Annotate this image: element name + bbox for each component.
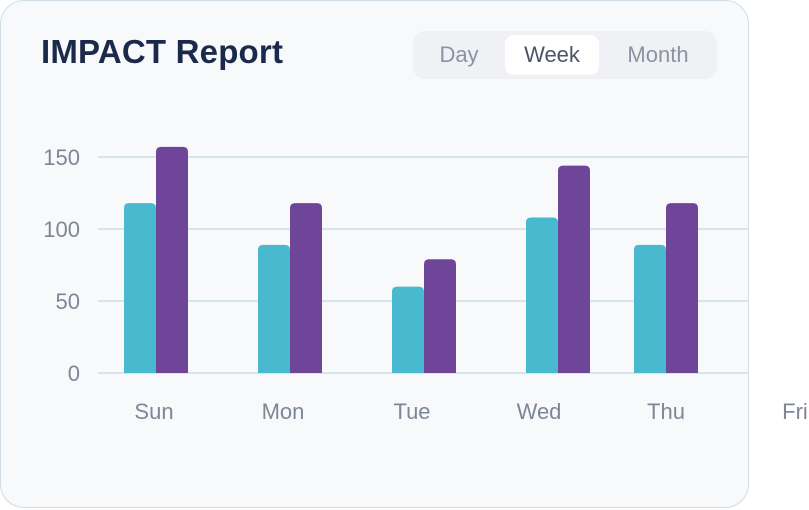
page-title: IMPACT Report xyxy=(41,33,284,70)
bar-wed-series-2 xyxy=(558,165,590,373)
bar-mon-series-2 xyxy=(290,203,322,373)
bar-mon-series-1 xyxy=(258,244,290,373)
x-tick-label: Thu xyxy=(647,399,685,424)
bar-thu-series-2 xyxy=(666,203,698,373)
y-tick-label: 0 xyxy=(68,361,80,386)
y-tick-label: 50 xyxy=(56,289,80,314)
bar-sun-series-2 xyxy=(156,146,188,373)
tab-month[interactable]: Month xyxy=(627,42,689,67)
bar-wed-series-1 xyxy=(526,217,558,373)
period-selector: Day Week Month xyxy=(413,31,717,79)
x-tick-label: Mon xyxy=(262,399,305,424)
y-tick-label: 150 xyxy=(43,145,80,170)
tab-day[interactable]: Day xyxy=(439,42,479,67)
x-tick-label: Tue xyxy=(393,399,430,424)
tab-week[interactable]: Week xyxy=(505,35,599,75)
x-tick-label: Sun xyxy=(134,399,173,424)
bar-tue-series-1 xyxy=(392,286,424,373)
x-tick-label: Wed xyxy=(517,399,562,424)
bar-tue-series-2 xyxy=(424,259,456,373)
x-tick-label: Fri xyxy=(782,399,808,424)
y-tick-label: 100 xyxy=(43,217,80,242)
bar-thu-series-1 xyxy=(634,244,666,373)
bar-sun-series-1 xyxy=(124,203,156,373)
